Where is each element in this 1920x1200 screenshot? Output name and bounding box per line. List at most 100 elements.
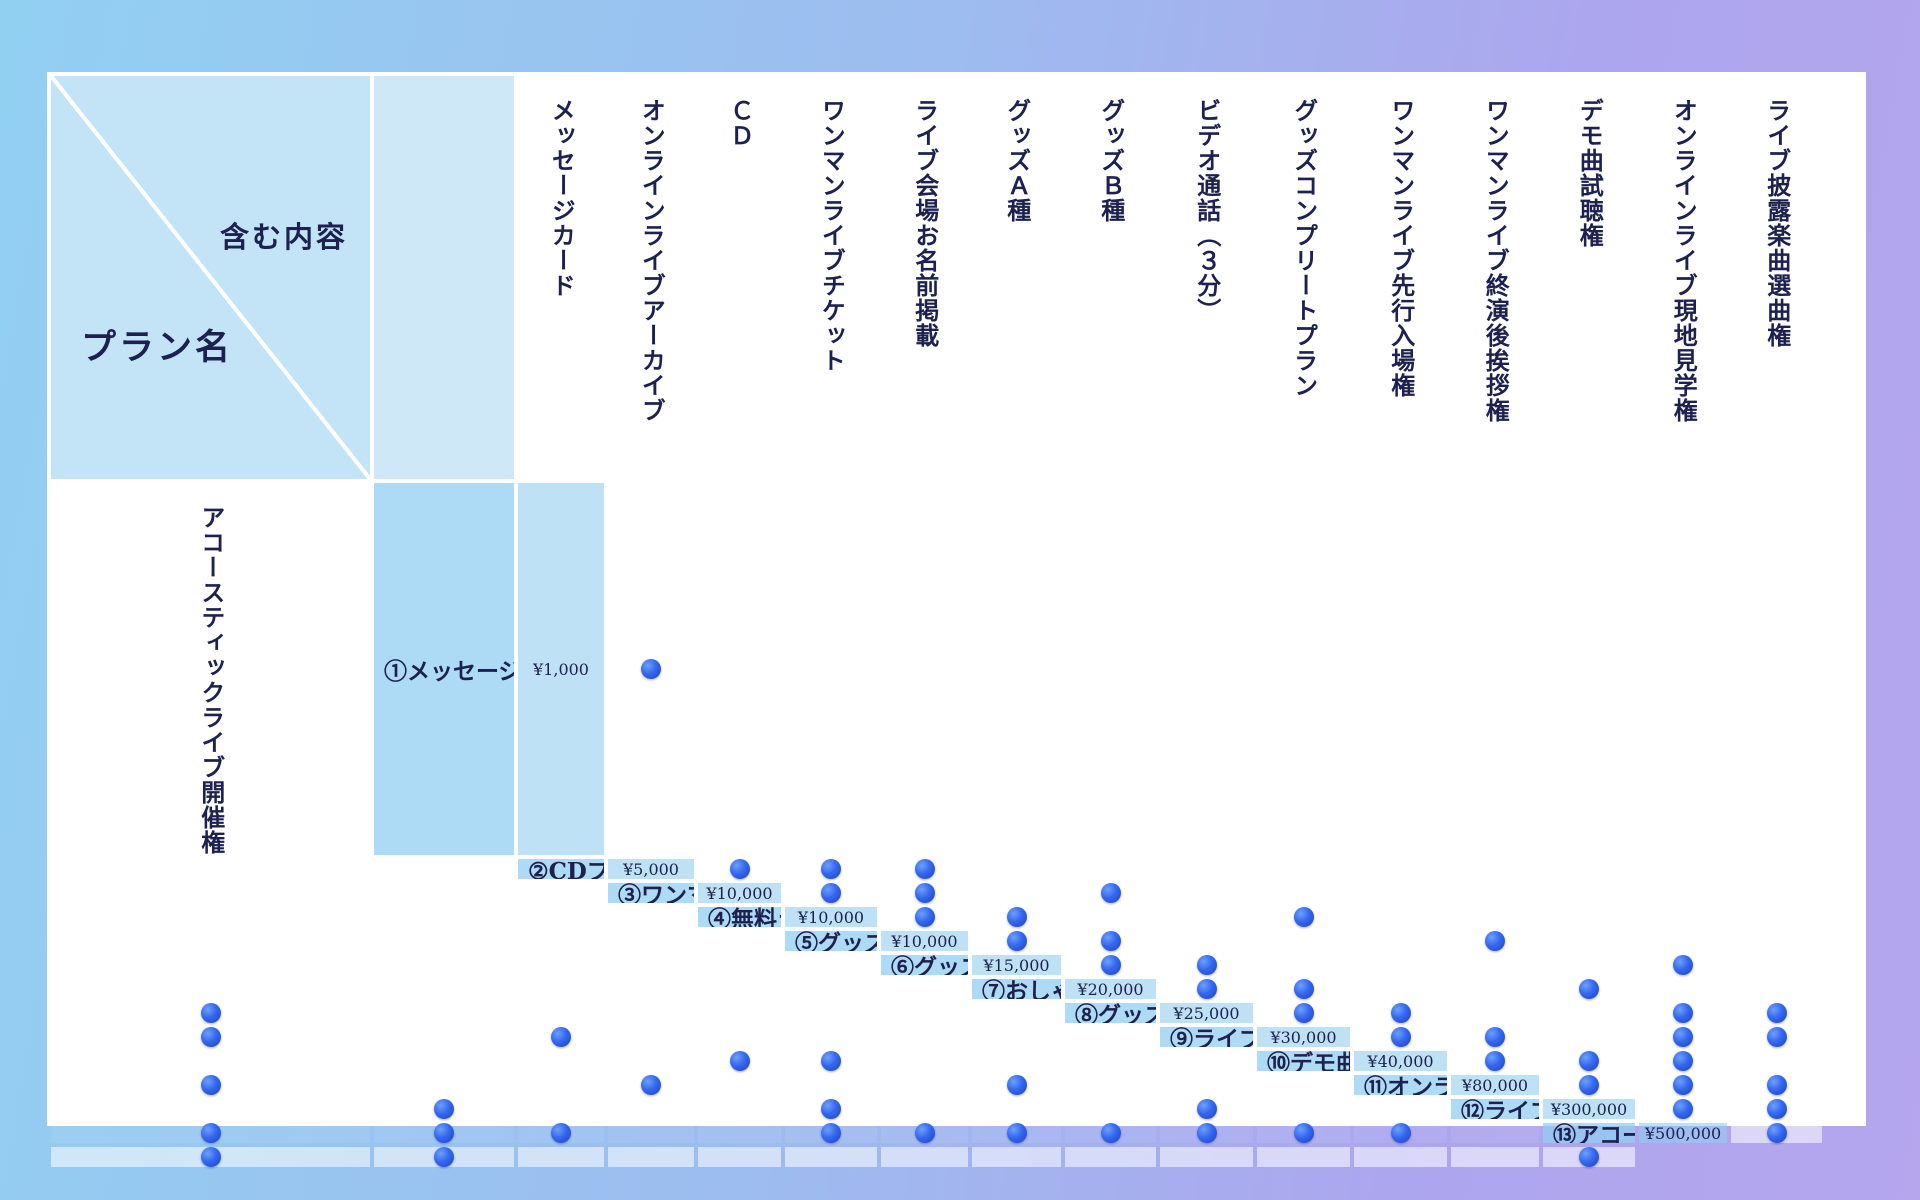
inclusion-cell [785, 1027, 877, 1047]
inclusion-cell [518, 955, 604, 975]
item-column-label: ライブ会場お名前掲載 [910, 98, 940, 348]
item-column-label: デモ曲試聴権 [1575, 98, 1605, 248]
inclusion-cell [1160, 955, 1253, 975]
inclusion-cell [1639, 955, 1727, 975]
inclusion-cell [1354, 1003, 1447, 1023]
inclusion-cell [518, 1051, 604, 1071]
inclusion-cell [881, 1147, 968, 1167]
inclusion-cell [374, 1147, 514, 1167]
plan-name-cell: ④無料ライブ全力応援プラン [698, 907, 781, 927]
plan-name-cell: ③ワンマンライブチケットプラン [608, 883, 694, 903]
dot-icon [200, 1003, 221, 1023]
inclusion-cell [1065, 1099, 1156, 1119]
dot-icon [641, 659, 661, 679]
contents-header-label: 含む内容 [219, 220, 348, 254]
inclusion-cell [972, 1075, 1061, 1095]
inclusion-cell [518, 907, 604, 927]
inclusion-cell [374, 907, 514, 927]
item-column-header: ワンマンライブ先行入場権 [1354, 76, 1447, 479]
inclusion-cell [1731, 1099, 1822, 1119]
inclusion-cell [374, 859, 514, 879]
dot-icon [1196, 979, 1217, 999]
inclusion-cell [785, 1147, 877, 1167]
dot-icon [1293, 1003, 1314, 1023]
dot-icon [1579, 1051, 1599, 1071]
inclusion-cell [1639, 979, 1727, 999]
inclusion-cell [1257, 883, 1350, 903]
inclusion-cell [374, 883, 514, 903]
inclusion-cell [881, 883, 968, 903]
dot-icon [1100, 955, 1121, 975]
inclusion-cell [698, 1123, 781, 1143]
dot-icon [1673, 1051, 1693, 1071]
header-corner-cell: 含む内容 プラン名 [51, 76, 370, 479]
dot-icon [1485, 931, 1505, 951]
plan-name-cell: ⑨ライブ充実プラン [1160, 1027, 1253, 1047]
inclusion-cell [881, 1099, 968, 1119]
inclusion-cell [972, 907, 1061, 927]
plan-price-cell: ¥1,000 [518, 483, 604, 855]
inclusion-cell [51, 907, 370, 927]
inclusion-cell [374, 1123, 514, 1143]
inclusion-cell [1065, 1051, 1156, 1071]
dot-icon [200, 1075, 221, 1095]
plan-name-header-label: プラン名 [81, 327, 234, 368]
inclusion-cell [1731, 1027, 1822, 1047]
plan-price-cell: ¥30,000 [1257, 1027, 1350, 1047]
inclusion-cell [881, 1075, 968, 1095]
dot-icon [1766, 1075, 1787, 1095]
inclusion-cell [1731, 955, 1822, 975]
dot-icon [1485, 1051, 1505, 1071]
inclusion-cell [785, 1123, 877, 1143]
inclusion-cell [1354, 1099, 1447, 1119]
inclusion-cell [374, 955, 514, 975]
dot-icon [914, 907, 935, 927]
inclusion-cell [1731, 1051, 1822, 1071]
diagonal-divider [51, 76, 370, 479]
item-column-header: デモ曲試聴権 [1543, 76, 1635, 479]
inclusion-cell [1731, 931, 1822, 951]
item-column-label: グッズＡ種 [1002, 98, 1032, 223]
inclusion-cell [1160, 1075, 1253, 1095]
dot-icon [821, 1051, 841, 1071]
item-column-header: アコースティックライブ開催権 [51, 483, 370, 855]
inclusion-cell [1257, 1123, 1350, 1143]
inclusion-cell [1639, 1099, 1727, 1119]
dot-icon [1766, 1003, 1787, 1023]
inclusion-cell [1160, 483, 1253, 855]
inclusion-cell [608, 1003, 694, 1023]
inclusion-cell [608, 931, 694, 951]
inclusion-cell [608, 979, 694, 999]
inclusion-cell [785, 1099, 877, 1119]
inclusion-cell [1354, 1027, 1447, 1047]
plan-price-cell: ¥15,000 [972, 955, 1061, 975]
dot-icon [1293, 979, 1314, 999]
inclusion-cell [1257, 907, 1350, 927]
inclusion-cell [51, 1099, 370, 1119]
inclusion-cell [1160, 979, 1253, 999]
inclusion-cell [1543, 907, 1635, 927]
inclusion-cell [518, 1003, 604, 1023]
dot-icon [1100, 1123, 1121, 1143]
price-header-cell [374, 76, 514, 479]
inclusion-cell [1160, 1123, 1253, 1143]
inclusion-cell [1160, 859, 1253, 879]
inclusion-cell [1065, 1123, 1156, 1143]
inclusion-cell [1160, 931, 1253, 951]
plan-price-cell: ¥500,000 [1639, 1123, 1727, 1143]
inclusion-cell [1065, 907, 1156, 927]
dot-icon [821, 1099, 841, 1119]
inclusion-cell [1451, 1123, 1539, 1143]
item-column-label: ＣＤ [725, 98, 755, 148]
inclusion-cell [1354, 1147, 1447, 1167]
inclusion-cell [1257, 1003, 1350, 1023]
inclusion-cell [1065, 483, 1156, 855]
inclusion-cell [698, 979, 781, 999]
dot-icon [1766, 1099, 1787, 1119]
inclusion-cell [374, 979, 514, 999]
inclusion-cell [1257, 483, 1350, 855]
inclusion-cell [1451, 1003, 1539, 1023]
item-column-header: ワンマンライブチケット [785, 76, 877, 479]
inclusion-cell [1160, 1147, 1253, 1167]
dot-icon [729, 859, 750, 879]
